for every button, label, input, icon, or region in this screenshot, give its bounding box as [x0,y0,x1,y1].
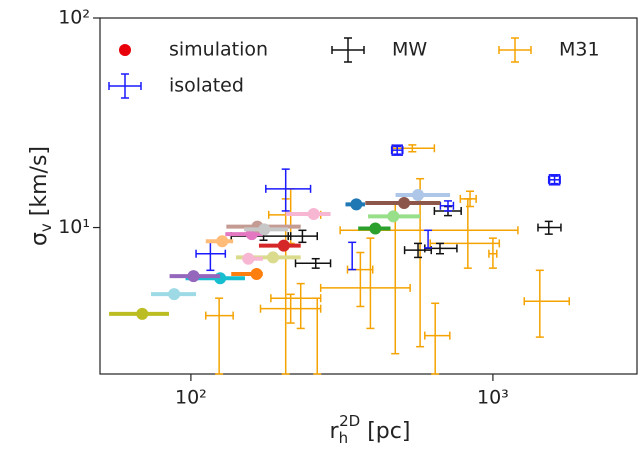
point [214,272,227,285]
point [307,208,320,221]
point [136,307,149,320]
point [412,188,425,201]
point [187,270,200,283]
point [277,239,290,252]
x-axis-label: rh2D [pc] [330,412,411,447]
legend-label: M31 [559,39,600,61]
legend-label: simulation [169,39,268,61]
plot-frame [99,17,638,375]
point [216,235,229,248]
point [267,251,280,264]
point [398,196,411,209]
point [168,288,181,301]
point-box [548,174,561,186]
point [350,198,363,211]
legend-label: MW [392,39,427,61]
x-tick-label: 10² [175,387,207,409]
legend-label: isolated [169,75,244,97]
legend-marker [119,44,131,56]
y-axis-label: σv [km/s] [27,146,55,246]
point [387,210,400,223]
point [369,222,382,235]
y-tick-label: 10¹ [58,216,90,238]
y-tick-label: 10² [58,7,90,29]
point [242,252,255,265]
point-box [391,144,403,156]
point [258,223,271,236]
point [250,268,263,281]
x-tick-label: 10³ [477,387,509,409]
